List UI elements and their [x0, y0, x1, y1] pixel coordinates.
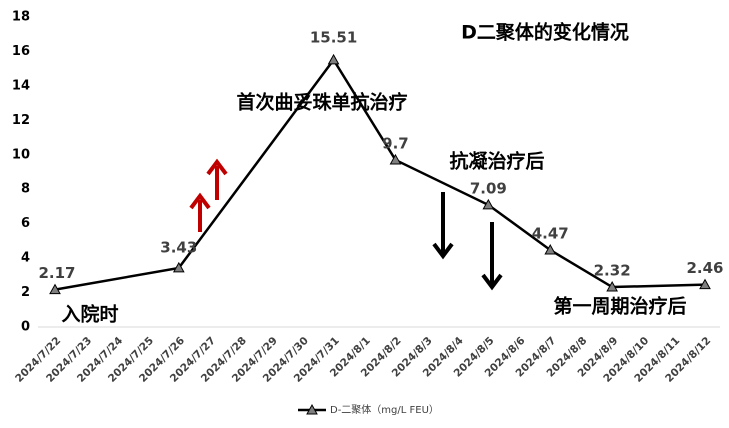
value-label: 7.09: [470, 179, 507, 197]
y-tick-label: 2: [21, 285, 30, 300]
y-tick-label: 6: [21, 216, 30, 231]
value-label: 9.7: [382, 134, 409, 152]
y-tick-label: 12: [12, 113, 30, 128]
marker: [482, 198, 495, 210]
y-tick-label: 18: [12, 10, 30, 25]
y-tick-label: 10: [12, 147, 30, 162]
y-tick-label: 16: [12, 44, 30, 59]
marker: [389, 153, 402, 165]
y-tick-label: 8: [21, 182, 30, 197]
annotation: 首次曲妥珠单抗治疗: [236, 91, 407, 114]
y-tick-label: 4: [21, 251, 30, 266]
value-label: 15.51: [310, 28, 357, 46]
line: [54, 57, 706, 291]
annotation: 第一周期治疗后: [553, 295, 686, 318]
chart-title: D二聚体的变化情况: [461, 21, 629, 44]
y-tick-label: 0: [21, 320, 30, 335]
marker: [606, 281, 618, 292]
marker: [699, 278, 711, 290]
annotation: 入院时: [61, 303, 118, 326]
marker: [172, 261, 185, 273]
marker: [544, 243, 557, 255]
value-label: 3.43: [160, 238, 197, 256]
legend-label: D-二聚体（mg/L FEU）: [330, 404, 439, 416]
marker: [327, 53, 340, 65]
value-label: 2.46: [686, 259, 723, 277]
arrows: [189, 158, 503, 291]
value-label: 4.47: [532, 225, 569, 243]
annotation: 抗凝治疗后: [449, 150, 544, 173]
marker: [49, 283, 61, 295]
value-label: 2.17: [38, 264, 75, 282]
value-label: 2.32: [594, 262, 631, 280]
y-tick-label: 14: [12, 78, 30, 93]
legend-marker: [306, 403, 318, 415]
